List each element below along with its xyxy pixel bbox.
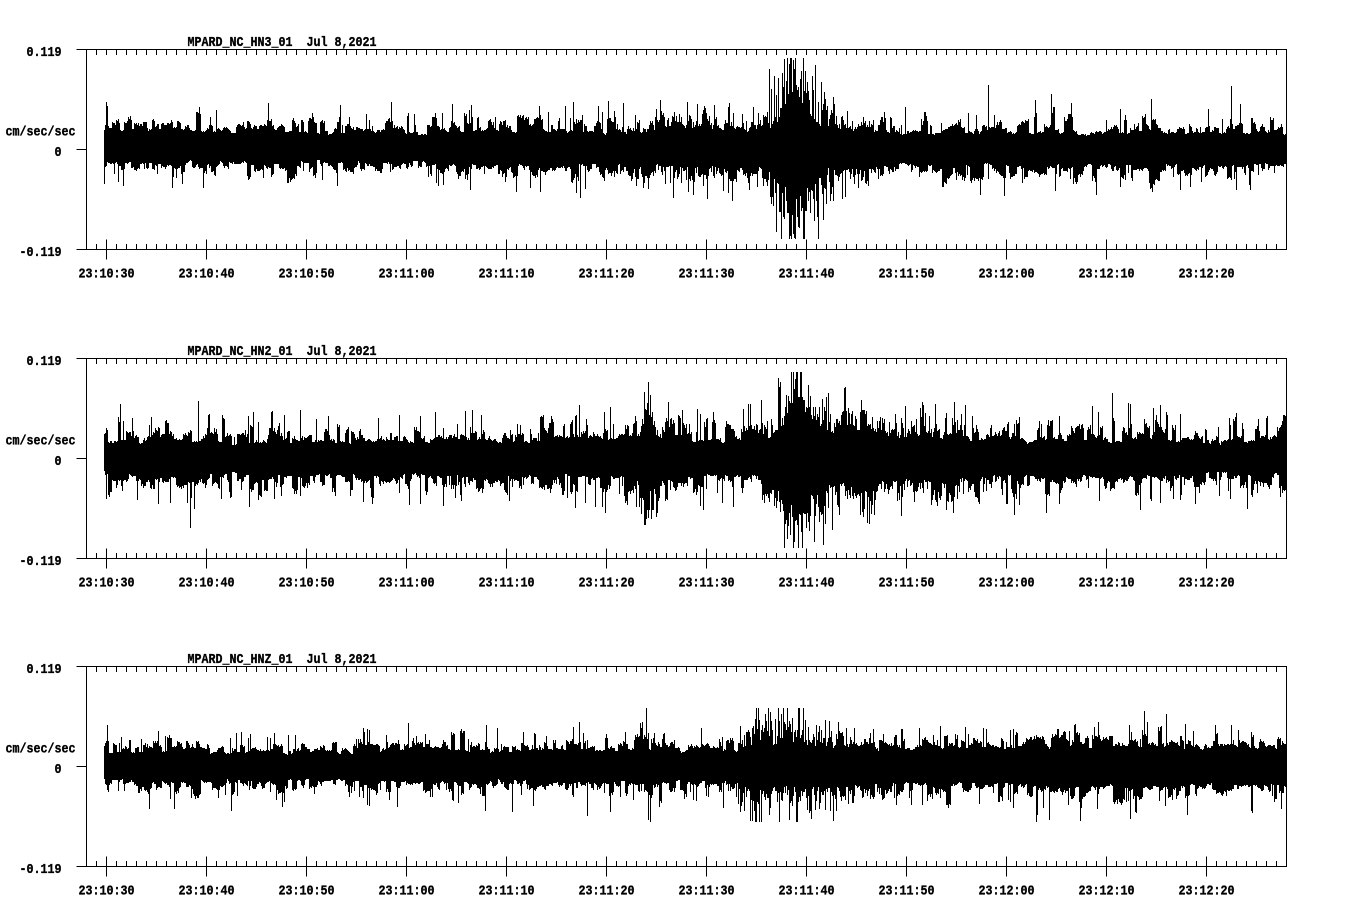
svg-text:23:11:30: 23:11:30: [679, 884, 735, 900]
svg-text:23:12:00: 23:12:00: [979, 267, 1035, 283]
svg-text:-0.119: -0.119: [20, 245, 62, 261]
svg-text:23:10:30: 23:10:30: [79, 267, 135, 283]
svg-text:23:11:40: 23:11:40: [779, 267, 835, 283]
svg-text:0.119: 0.119: [27, 662, 62, 678]
svg-text:23:11:30: 23:11:30: [679, 267, 735, 283]
svg-text:23:10:40: 23:10:40: [179, 576, 235, 592]
svg-text:23:12:10: 23:12:10: [1079, 267, 1135, 283]
svg-text:23:12:20: 23:12:20: [1179, 267, 1235, 283]
svg-text:-0.119: -0.119: [20, 554, 62, 570]
svg-text:0.119: 0.119: [27, 354, 62, 370]
svg-text:MPARD_NC_HNZ_01 Jul 8,2021: MPARD_NC_HNZ_01 Jul 8,2021: [188, 652, 377, 668]
svg-text:23:10:50: 23:10:50: [279, 884, 335, 900]
svg-text:0: 0: [55, 762, 62, 778]
svg-text:0: 0: [55, 454, 62, 470]
svg-text:23:11:20: 23:11:20: [579, 576, 635, 592]
svg-text:0.119: 0.119: [27, 45, 62, 61]
svg-text:0: 0: [55, 145, 62, 161]
svg-text:23:11:50: 23:11:50: [879, 884, 935, 900]
svg-text:-0.119: -0.119: [20, 862, 62, 878]
svg-text:MPARD_NC_HN3_01 Jul 8,2021: MPARD_NC_HN3_01 Jul 8,2021: [188, 35, 377, 51]
svg-text:23:11:50: 23:11:50: [879, 267, 935, 283]
svg-text:23:11:20: 23:11:20: [579, 884, 635, 900]
svg-text:23:10:30: 23:10:30: [79, 884, 135, 900]
svg-text:23:11:00: 23:11:00: [379, 576, 435, 592]
svg-text:23:10:30: 23:10:30: [79, 576, 135, 592]
svg-text:23:10:40: 23:10:40: [179, 884, 235, 900]
svg-text:23:11:50: 23:11:50: [879, 576, 935, 592]
svg-text:23:12:20: 23:12:20: [1179, 576, 1235, 592]
svg-text:23:11:00: 23:11:00: [379, 267, 435, 283]
svg-text:cm/sec/sec: cm/sec/sec: [6, 125, 76, 141]
svg-text:23:12:10: 23:12:10: [1079, 884, 1135, 900]
svg-text:23:12:20: 23:12:20: [1179, 884, 1235, 900]
svg-text:23:11:30: 23:11:30: [679, 576, 735, 592]
svg-text:cm/sec/sec: cm/sec/sec: [6, 434, 76, 450]
svg-text:23:11:10: 23:11:10: [479, 884, 535, 900]
svg-text:23:12:00: 23:12:00: [979, 884, 1035, 900]
svg-text:23:11:10: 23:11:10: [479, 576, 535, 592]
svg-text:23:11:20: 23:11:20: [579, 267, 635, 283]
svg-text:23:10:50: 23:10:50: [279, 576, 335, 592]
svg-text:23:10:50: 23:10:50: [279, 267, 335, 283]
svg-text:23:11:40: 23:11:40: [779, 884, 835, 900]
svg-text:23:12:10: 23:12:10: [1079, 576, 1135, 592]
svg-text:23:11:10: 23:11:10: [479, 267, 535, 283]
svg-text:23:10:40: 23:10:40: [179, 267, 235, 283]
svg-text:23:12:00: 23:12:00: [979, 576, 1035, 592]
svg-text:23:11:40: 23:11:40: [779, 576, 835, 592]
svg-text:cm/sec/sec: cm/sec/sec: [6, 742, 76, 758]
svg-text:23:11:00: 23:11:00: [379, 884, 435, 900]
svg-text:MPARD_NC_HN2_01 Jul 8,2021: MPARD_NC_HN2_01 Jul 8,2021: [188, 344, 377, 360]
